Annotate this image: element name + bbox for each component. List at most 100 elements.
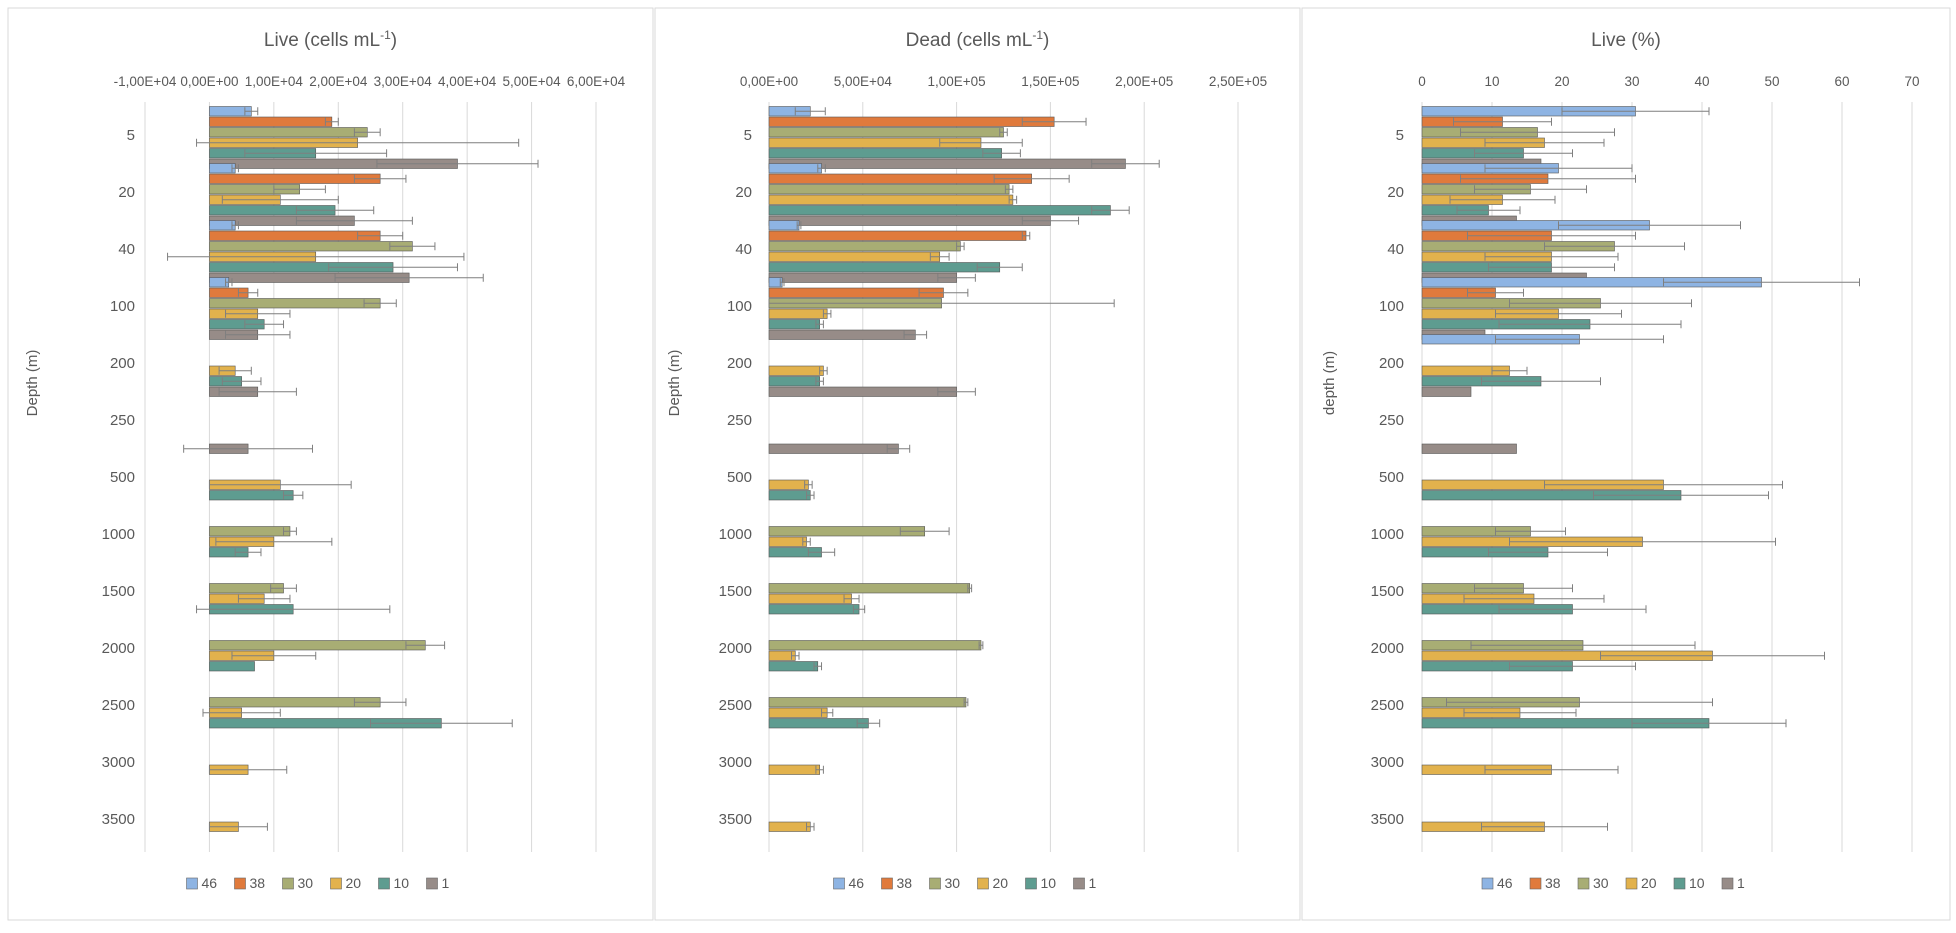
depth-tick-label: 250 (110, 412, 135, 429)
bar-series-38 (768, 287, 944, 298)
depth-tick-label: 500 (110, 469, 135, 486)
bar-series-30 (209, 127, 368, 138)
x-tick-label: 70 (1904, 74, 1919, 89)
bar-series-1 (768, 386, 957, 397)
depth-tick-label: 5 (1396, 127, 1404, 144)
depth-tick-label: 40 (735, 241, 752, 258)
x-tick-label: 1,00E+04 (245, 74, 304, 89)
x-tick-label: 20 (1554, 74, 1569, 89)
depth-tick-label: 5 (744, 127, 752, 144)
x-tick-label: 3,00E+04 (374, 74, 433, 89)
bar-series-10 (768, 661, 819, 672)
x-tick-label: 0,00E+00 (180, 74, 238, 89)
bar-series-46 (209, 163, 236, 174)
panel-2: Dead (cells mL-1) 0,00E+00 5,00E+04 1,00E+0… (654, 7, 1301, 921)
x-tick-label: 2,00E+05 (1115, 74, 1173, 89)
depth-tick-label: 3000 (102, 754, 135, 771)
legend-swatch-1 (1073, 877, 1085, 890)
depth-tick-label: 3500 (1371, 811, 1404, 828)
x-tick-label: 5,00E+04 (502, 74, 561, 89)
x-tick-label: 0 (1418, 74, 1426, 89)
x-tick-label: 10 (1484, 74, 1499, 89)
legend-label: 30 (1593, 875, 1609, 891)
depth-tick-label: 200 (1379, 355, 1404, 372)
x-tick-label: 6,00E+04 (567, 74, 626, 89)
x-tick-label: 50 (1764, 74, 1779, 89)
x-tick-label: 0,00E+00 (740, 74, 798, 89)
legend-swatch-1 (1721, 877, 1734, 890)
bar-series-30 (209, 640, 426, 651)
bar-series-20 (768, 479, 809, 490)
legend-label: 46 (1497, 875, 1513, 891)
depth-tick-label: 20 (1387, 184, 1404, 201)
x-tick-label: -1,00E+04 (114, 74, 177, 89)
legend-swatch-30 (929, 877, 941, 890)
chart-title: Live (%) (1591, 30, 1661, 51)
bar-series-1 (768, 443, 899, 454)
x-tick-label: 1,00E+05 (928, 74, 986, 89)
x-tick-label: 5,00E+04 (834, 74, 893, 89)
depth-tick-label: 2500 (102, 697, 135, 714)
bar-series-10 (768, 205, 1111, 216)
bar-series-10 (768, 490, 811, 501)
panel-1: Live (cells mL-1) -1,00E+04 0,00E+00 1,00E+… (7, 7, 654, 921)
depth-tick-label: 5 (127, 127, 135, 144)
panel-border (1301, 7, 1951, 921)
y-axis-label: depth (m) (1321, 351, 1338, 415)
bar-series-10 (768, 262, 1001, 273)
depth-tick-label: 500 (727, 469, 752, 486)
bar-series-46 (768, 220, 800, 231)
depth-tick-label: 3500 (102, 811, 135, 828)
chart-title-superscript: -1 (1032, 28, 1043, 42)
legend-label: 38 (250, 875, 266, 891)
depth-tick-label: 3000 (719, 754, 752, 771)
bar-series-10 (768, 148, 1002, 159)
bar-series-30 (768, 583, 971, 594)
depth-tick-label: 20 (118, 184, 135, 201)
y-axis-label: Depth (m) (666, 350, 683, 417)
legend-label: 20 (346, 875, 362, 891)
bar-series-38 (768, 173, 1032, 184)
legend-swatch-1 (426, 877, 438, 890)
bar-series-38 (768, 116, 1055, 127)
x-tick-label: 40 (1694, 74, 1709, 89)
bar-series-1 (768, 329, 916, 340)
bar-series-20 (768, 593, 852, 604)
bar-series-1 (768, 158, 1126, 169)
legend-label: 38 (1545, 875, 1561, 891)
depth-tick-label: 1000 (102, 526, 135, 543)
depth-tick-label: 2000 (102, 640, 135, 657)
depth-tick-label: 2000 (1371, 640, 1404, 657)
depth-tick-label: 1000 (719, 526, 752, 543)
x-tick-label: 4,00E+04 (438, 74, 497, 89)
depth-tick-label: 1000 (1371, 526, 1404, 543)
bar-series-20 (768, 821, 811, 832)
legend-swatch-46 (186, 877, 198, 890)
legend-label: 10 (394, 875, 410, 891)
legend-swatch-38 (1529, 877, 1542, 890)
x-tick-label: 2,00E+04 (309, 74, 368, 89)
depth-tick-label: 2000 (719, 640, 752, 657)
depth-tick-label: 100 (110, 298, 135, 315)
bar-series-46 (209, 220, 236, 231)
legend-swatch-46 (1481, 877, 1494, 890)
chart-title-end: ) (1043, 30, 1049, 51)
bar-series-46 (768, 163, 822, 174)
depth-tick-label: 250 (1379, 412, 1404, 429)
depth-tick-label: 250 (727, 412, 752, 429)
bar-series-38 (768, 230, 1027, 241)
depth-tick-label: 40 (118, 241, 135, 258)
panel-3: Live (%) 0 10 20 30 40 50 60 70 depth (m) 5 20 40 100… (1301, 7, 1951, 921)
depth-tick-label: 2500 (719, 697, 752, 714)
depth-tick-label: 200 (727, 355, 752, 372)
x-tick-label: 60 (1834, 74, 1849, 89)
bar-series-38 (209, 230, 381, 241)
depth-tick-label: 3500 (719, 811, 752, 828)
depth-tick-label: 200 (110, 355, 135, 372)
x-tick-label: 2,50E+05 (1209, 74, 1267, 89)
depth-tick-label: 20 (735, 184, 752, 201)
bar-series-30 (209, 526, 291, 537)
bar-series-20 (768, 251, 941, 262)
bar-series-30 (768, 127, 1004, 138)
